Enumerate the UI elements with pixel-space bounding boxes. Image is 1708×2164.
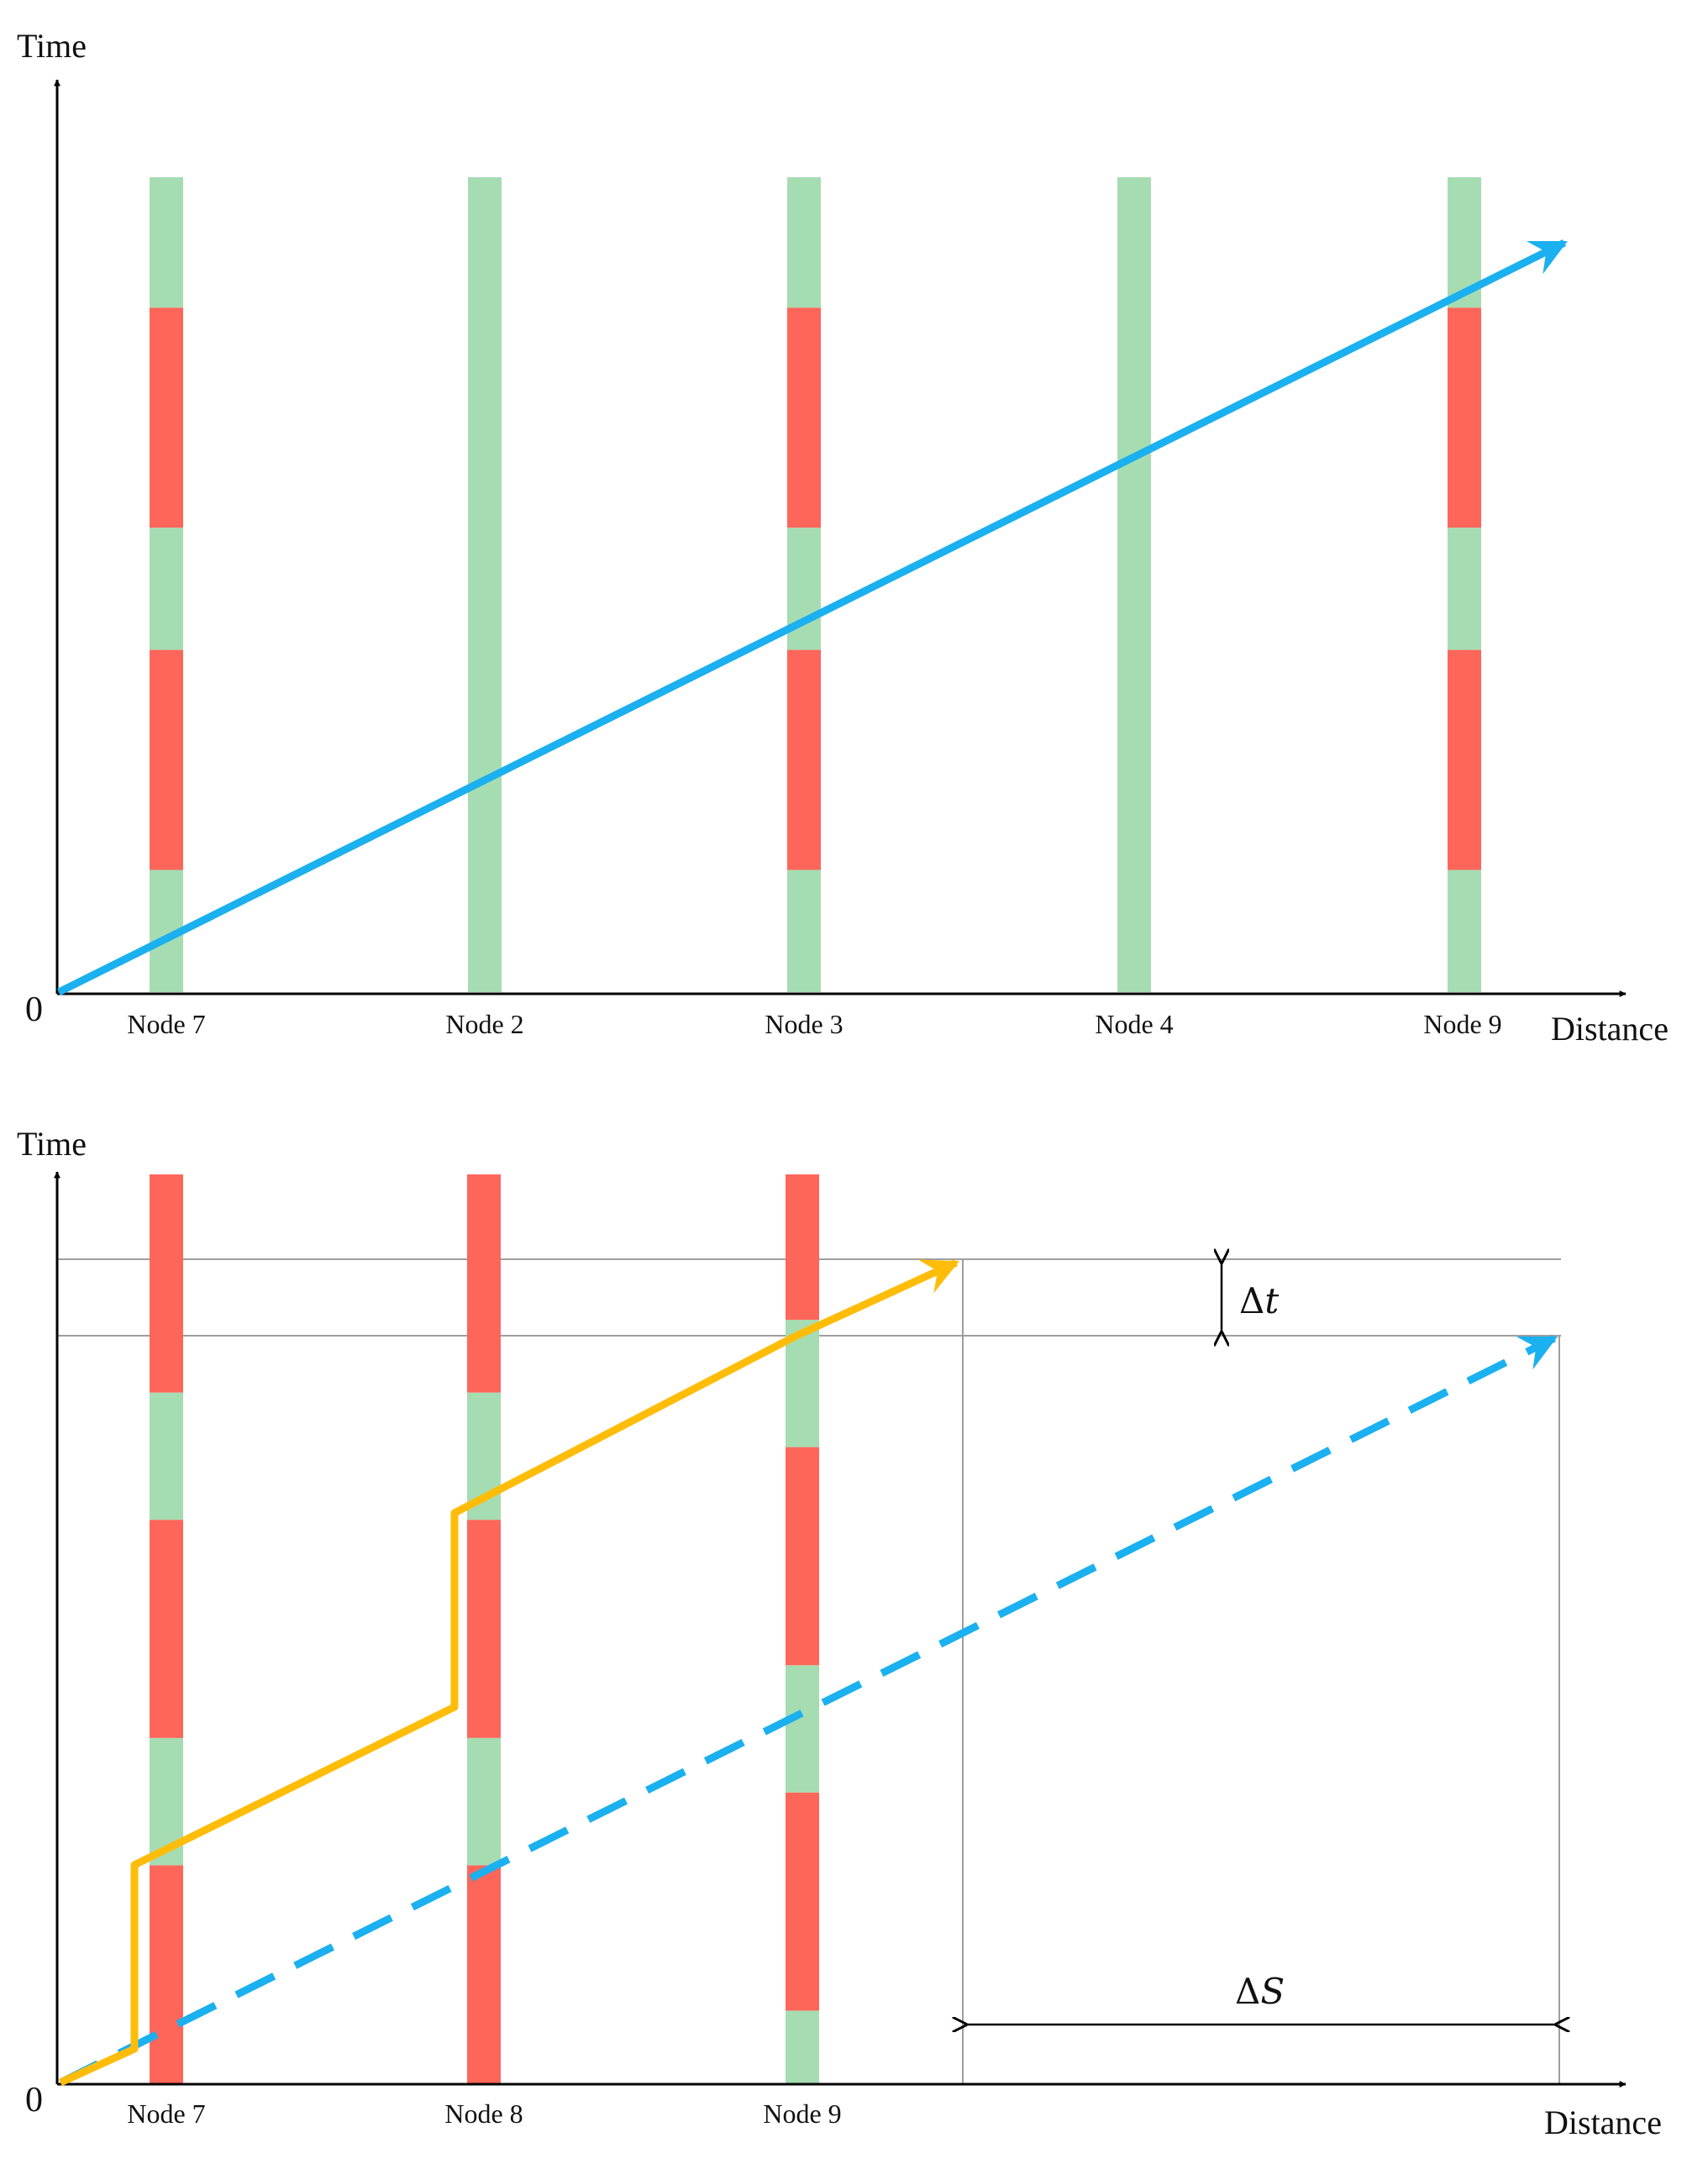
bottom-node-1-red-phase-5 (150, 1174, 183, 1393)
top-x-axis-label: Distance (1551, 1010, 1669, 1048)
bottom-node-2-green-phase-2 (467, 1737, 501, 1866)
bottom-node-3-red-phase-4 (786, 1447, 819, 1666)
top-node-label-2: Node 2 (445, 1009, 523, 1039)
top-node-1-red-phase-4 (150, 307, 183, 528)
bottom-panel: Δ𝑡 Δ𝑆 Time Distance 0 Node 7 Node 8 Node… (17, 1125, 1662, 2141)
delta-t-label: Δ𝑡 (1239, 1280, 1279, 1321)
bottom-node-2-red-phase-5 (467, 1174, 501, 1393)
top-vehicle-trajectory (56, 239, 1568, 996)
bottom-node-label-3: Node 9 (763, 2098, 841, 2129)
orange-stepped-trajectory (59, 1258, 959, 2087)
top-node-5-red-phase-4 (1448, 307, 1481, 528)
blue-dashed-trajectory (58, 1334, 1558, 2087)
delta-s-label: Δ𝑆 (1235, 1971, 1285, 2012)
top-signal-bars (150, 177, 1481, 992)
top-node-label-4: Node 4 (1095, 1009, 1173, 1039)
top-node-1-green-phase-5 (150, 177, 183, 308)
top-node-1-green-phase-3 (150, 528, 183, 650)
bottom-node-labels: Node 7 Node 8 Node 9 (127, 2098, 841, 2129)
bottom-node-2-red-phase-3 (467, 1520, 501, 1738)
top-node-1-red-phase-2 (150, 649, 183, 870)
bottom-node-1-green-phase-4 (150, 1392, 183, 1521)
top-node-3-red-phase-4 (787, 307, 821, 528)
top-node-4-green-phase-1 (1117, 177, 1151, 992)
bottom-node-3-green-phase-3 (786, 1665, 819, 1793)
bottom-node-label-1: Node 7 (127, 2098, 205, 2129)
top-node-3-green-phase-5 (787, 177, 821, 308)
bottom-node-2-red-phase-1 (467, 1865, 501, 2083)
top-node-5-red-phase-2 (1448, 649, 1481, 870)
top-axes (54, 79, 1627, 997)
bottom-node-label-2: Node 8 (444, 2098, 523, 2129)
bottom-node-1-red-phase-1 (150, 1865, 183, 2083)
bottom-origin-label: 0 (25, 2081, 43, 2119)
bottom-node-3-red-phase-6 (786, 1174, 819, 1321)
top-panel: Time Distance 0 Node 7 Node 2 Node 3 Nod… (17, 27, 1669, 1048)
top-origin-label: 0 (25, 990, 43, 1029)
bottom-x-axis-label: Distance (1544, 2104, 1662, 2141)
bottom-signal-bars (150, 1174, 819, 2083)
top-node-5-green-phase-3 (1448, 528, 1481, 650)
bottom-y-axis-label: Time (17, 1125, 87, 1163)
bottom-node-3-green-phase-1 (786, 2010, 819, 2083)
bottom-node-3-red-phase-2 (786, 1792, 819, 2011)
top-node-labels: Node 7 Node 2 Node 3 Node 4 Node 9 (127, 1009, 1501, 1039)
top-node-5-green-phase-1 (1448, 869, 1481, 992)
bottom-axes (54, 1171, 1627, 2088)
top-node-3-green-phase-3 (787, 528, 821, 650)
top-node-2-green-phase-1 (468, 177, 502, 992)
bottom-node-1-red-phase-3 (150, 1520, 183, 1738)
top-node-label-5: Node 9 (1423, 1009, 1501, 1039)
top-node-label-1: Node 7 (127, 1009, 205, 1039)
top-y-axis-label: Time (17, 27, 87, 65)
top-node-3-red-phase-2 (787, 649, 821, 870)
top-node-3-green-phase-1 (787, 869, 821, 992)
top-node-label-3: Node 3 (765, 1009, 843, 1039)
